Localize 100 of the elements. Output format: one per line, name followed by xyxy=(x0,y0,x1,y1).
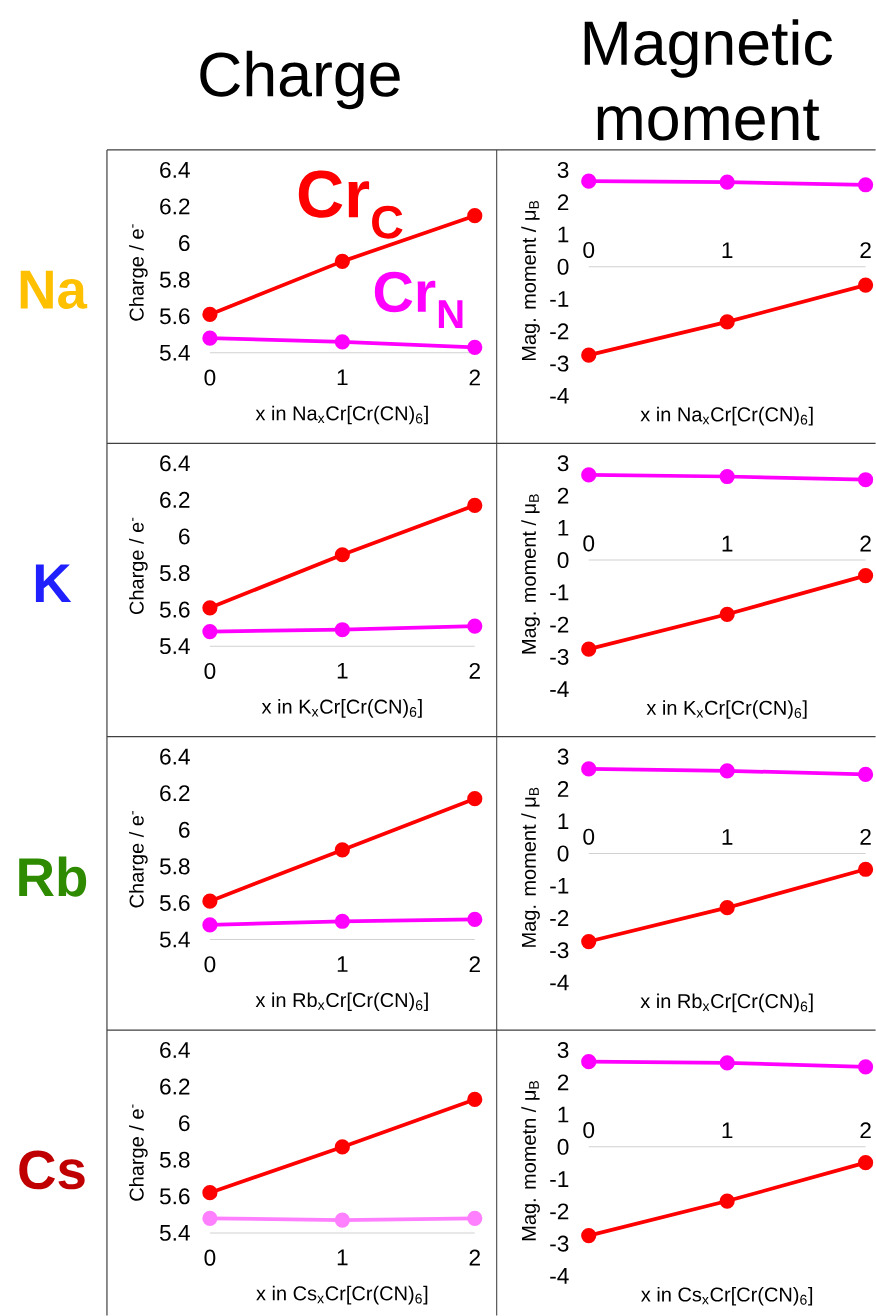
point xyxy=(334,1212,350,1228)
point xyxy=(334,547,350,563)
x-tick-label: 1 xyxy=(337,956,348,972)
point xyxy=(857,1059,874,1075)
point xyxy=(719,900,735,916)
y-tick-label: 3 xyxy=(557,161,569,178)
y-tick-label: -2 xyxy=(550,1203,569,1220)
y-tick-label: -4 xyxy=(550,388,569,404)
y-tick-label: 5.8 xyxy=(159,271,190,288)
y-tick-label: -1 xyxy=(550,584,569,601)
y-tick-label: 1 xyxy=(558,813,569,829)
point xyxy=(580,641,597,657)
x-axis-title: x in Rb$_{x}$Cr[Cr(CN)$_{6}$] xyxy=(255,992,428,1012)
point xyxy=(857,472,874,488)
y-tick-label: 1 xyxy=(558,226,569,243)
series-label: Cr$_{N}$ xyxy=(374,271,463,328)
y-tick-label: -3 xyxy=(550,942,569,959)
point xyxy=(580,347,597,363)
y-tick-label: 6.4 xyxy=(160,455,190,472)
y-tick-label: 5.8 xyxy=(159,565,190,582)
x-tick-label: 1 xyxy=(337,662,348,679)
y-axis-title: Mag. mometn / μ$_{B}$ xyxy=(521,1081,540,1241)
y-tick-label: 1 xyxy=(558,520,569,536)
y-axis-title: Mag. moment / μ$_{B}$ xyxy=(521,787,540,947)
point xyxy=(467,618,483,634)
x-axis-title: x in Cs$_{x}$Cr[Cr(CN)$_{6}$] xyxy=(640,1286,812,1306)
y-tick-label: 6.2 xyxy=(160,198,190,215)
y-tick-label: 5.6 xyxy=(159,601,190,618)
y-tick-label: 1 xyxy=(558,1106,569,1123)
x-tick-label: 2 xyxy=(469,662,480,679)
point xyxy=(580,1054,597,1070)
y-tick-label: -1 xyxy=(550,1171,569,1187)
point xyxy=(719,174,735,190)
y-tick-label: 5.4 xyxy=(159,1225,190,1241)
series-label: Cr$_{C}$ xyxy=(298,170,403,239)
point xyxy=(580,173,597,189)
y-tick-label: 5.8 xyxy=(159,1151,190,1168)
y-tick-label: 2 xyxy=(557,194,569,211)
x-tick-label: 1 xyxy=(722,535,733,552)
y-tick-label: -1 xyxy=(550,877,569,894)
y-tick-label: 6 xyxy=(178,1115,190,1132)
point xyxy=(857,861,874,877)
y-tick-label: 6.4 xyxy=(160,1041,190,1059)
y-tick-label: 5.4 xyxy=(159,344,190,361)
x-tick-label: 2 xyxy=(469,956,480,973)
y-tick-label: -3 xyxy=(550,648,569,665)
y-axis-title: Charge / e$^{-}$ xyxy=(128,1104,148,1201)
y-tick-label: -1 xyxy=(550,291,569,307)
text: Na xyxy=(20,270,88,309)
point xyxy=(202,893,218,909)
y-tick-label: 6.4 xyxy=(160,748,190,765)
x-tick-label: 0 xyxy=(204,662,216,679)
y-tick-label: 6.4 xyxy=(160,161,190,178)
x-tick-label: 2 xyxy=(860,1122,871,1139)
point xyxy=(857,177,874,193)
point xyxy=(467,1091,483,1107)
point xyxy=(719,468,735,485)
point xyxy=(719,1193,735,1209)
text: K xyxy=(35,564,72,603)
point xyxy=(719,606,735,622)
point xyxy=(202,1185,218,1201)
x-tick-label: 1 xyxy=(722,829,733,845)
y-axis-title: Charge / e$^{-}$ xyxy=(128,224,148,321)
point xyxy=(857,1155,874,1171)
point xyxy=(580,933,597,950)
y-tick-label: 5.4 xyxy=(159,638,190,655)
y-tick-label: 2 xyxy=(557,487,569,504)
y-tick-label: 0 xyxy=(557,552,569,569)
point xyxy=(334,842,350,858)
y-tick-label: 6 xyxy=(178,528,190,545)
text: Cs xyxy=(19,1150,85,1190)
y-tick-label: -4 xyxy=(550,974,569,991)
point xyxy=(719,763,735,779)
point xyxy=(719,314,735,330)
x-tick-label: 1 xyxy=(722,242,733,259)
y-tick-label: 6 xyxy=(178,821,190,838)
point xyxy=(467,911,483,928)
y-tick-label: 5.6 xyxy=(159,894,190,912)
y-axis-title: Charge / e$^{-}$ xyxy=(128,811,148,908)
point xyxy=(202,1210,218,1226)
x-tick-label: 0 xyxy=(583,828,594,845)
x-axis-title: x in K$_{x}$Cr[Cr(CN)$_{6}$] xyxy=(646,700,807,719)
x-tick-label: 1 xyxy=(722,1122,733,1139)
x-axis-title: x in K$_{x}$Cr[Cr(CN)$_{6}$] xyxy=(261,699,422,718)
point xyxy=(334,253,350,269)
point xyxy=(719,1055,735,1071)
point xyxy=(467,208,483,224)
y-tick-label: 3 xyxy=(557,748,569,765)
x-tick-label: 2 xyxy=(860,828,871,845)
y-tick-label: 0 xyxy=(557,258,569,275)
y-tick-label: 0 xyxy=(557,845,569,862)
y-tick-label: 6.2 xyxy=(160,1078,190,1095)
x-tick-label: 2 xyxy=(860,242,871,259)
x-tick-label: 0 xyxy=(583,241,594,259)
point xyxy=(857,277,874,293)
text: Rb xyxy=(19,856,86,897)
y-tick-label: 6.2 xyxy=(160,785,190,802)
x-tick-label: 1 xyxy=(337,369,348,386)
point xyxy=(467,497,483,513)
y-tick-label: -2 xyxy=(550,616,569,633)
